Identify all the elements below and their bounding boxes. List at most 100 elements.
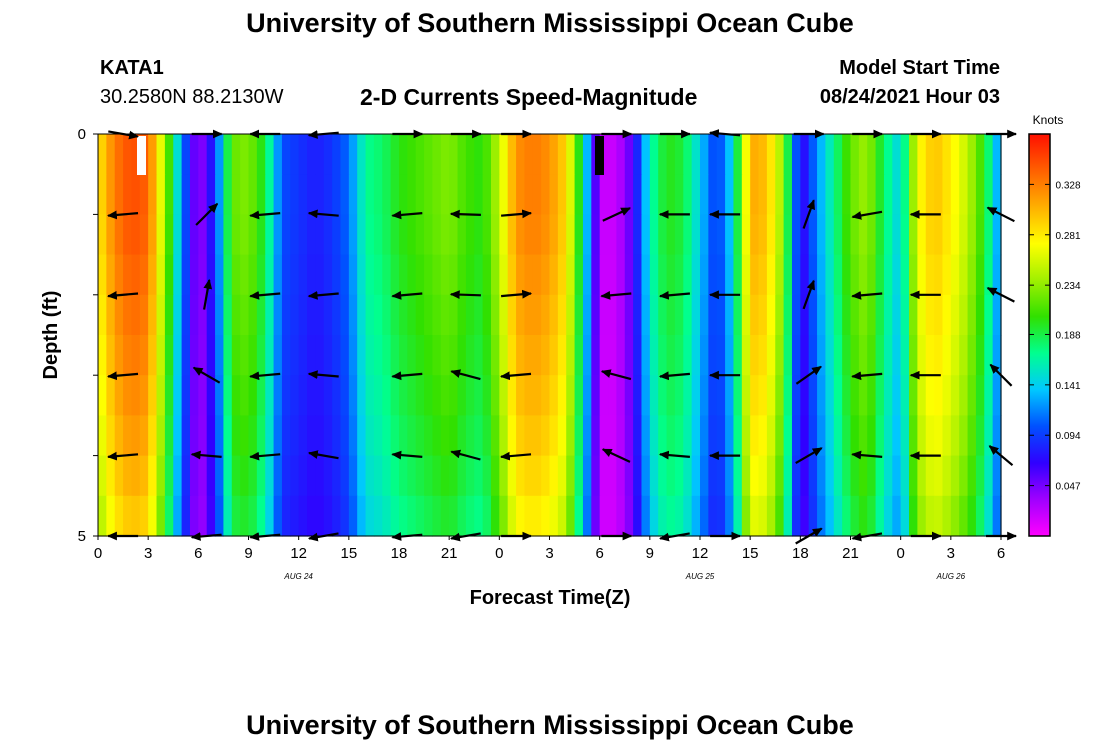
heatmap-cell: [674, 134, 684, 175]
x-tick-label: 6: [997, 545, 1005, 562]
heatmap-cell: [934, 455, 944, 497]
heatmap-cell: [315, 254, 325, 296]
heatmap-cell: [340, 174, 350, 215]
heatmap-cell: [808, 174, 818, 215]
heatmap-cell: [900, 495, 910, 537]
heatmap-cell: [909, 455, 918, 497]
heatmap-cell: [490, 455, 500, 497]
y-tick-label: 5: [78, 528, 86, 545]
heatmap-cell: [248, 375, 258, 416]
heatmap-cell: [967, 495, 977, 537]
heatmap-cell: [499, 415, 509, 457]
heatmap-cell: [256, 335, 266, 376]
heatmap-cell: [357, 214, 367, 256]
heatmap-cell: [131, 254, 141, 296]
heatmap-cell: [574, 214, 584, 256]
heatmap-cell: [524, 375, 534, 416]
heatmap-cell: [357, 134, 367, 175]
heatmap-cell: [315, 375, 325, 416]
current-vector: [802, 279, 815, 310]
heatmap-cell: [106, 495, 116, 537]
heatmap-cell: [231, 254, 241, 296]
heatmap-cell: [524, 134, 534, 175]
colorbar: Knots 0.328 0.281 0.234 0.188 0.141 0.094 0.04…: [1028, 113, 1081, 537]
heatmap-cell: [290, 375, 300, 416]
heatmap-cell: [850, 455, 860, 497]
heatmap-cell: [98, 415, 107, 457]
heatmap-cell: [256, 294, 266, 336]
heatmap-cell: [465, 375, 475, 416]
heatmap-cell: [440, 335, 450, 376]
heatmap-cell: [139, 174, 149, 215]
heatmap-cell: [507, 214, 517, 256]
heatmap-cell: [298, 415, 308, 457]
heatmap-cell: [440, 294, 450, 336]
heatmap-cell: [842, 254, 852, 296]
heatmap-cell: [474, 455, 484, 497]
heatmap-cell: [925, 495, 935, 537]
heatmap-cell: [173, 415, 183, 457]
heatmap-cell: [725, 335, 735, 376]
heatmap-cell: [700, 254, 709, 296]
heatmap-cell: [248, 214, 258, 256]
heatmap-cell: [365, 174, 375, 215]
heatmap-cell: [683, 455, 693, 497]
heatmap-cell: [206, 134, 216, 175]
heatmap-cell: [189, 294, 199, 336]
heatmap-cell: [942, 375, 952, 416]
heatmap-cell: [783, 294, 793, 336]
heatmap-cell: [666, 134, 676, 175]
heatmap-cell: [281, 134, 291, 175]
heatmap-cell: [432, 214, 442, 256]
heatmap-cell: [917, 375, 927, 416]
heatmap-cell: [223, 254, 233, 296]
heatmap-cell: [566, 415, 576, 457]
heatmap-cell: [181, 254, 191, 296]
heatmap-cell: [599, 174, 609, 215]
current-vector: [391, 450, 423, 460]
heatmap-cell: [198, 495, 208, 537]
heatmap-cell: [800, 455, 810, 497]
heatmap-cell: [842, 415, 852, 457]
heatmap-cell: [298, 134, 308, 175]
heatmap-cell: [206, 375, 216, 416]
heatmap-cell: [290, 134, 300, 175]
current-vector: [249, 371, 281, 381]
heatmap-cell: [725, 495, 735, 537]
heatmap-cell: [984, 495, 994, 537]
heatmap-cell: [925, 254, 935, 296]
heatmap-cell: [332, 415, 342, 457]
heatmap-cell: [399, 495, 408, 537]
heatmap-cell: [725, 254, 735, 296]
heatmap-cell: [332, 495, 342, 537]
colorbar-ramp: [1028, 133, 1051, 537]
heatmap-cell: [131, 455, 141, 497]
heatmap-cell: [591, 375, 601, 416]
heatmap-cell: [909, 174, 918, 215]
y-axis-label: Depth (ft): [40, 291, 62, 380]
heatmap-cell: [365, 375, 375, 416]
heatmap-cell: [206, 174, 216, 215]
current-vector: [600, 290, 632, 300]
heatmap-cell: [490, 134, 500, 175]
heatmap-cell: [633, 214, 643, 256]
heatmap-cell: [783, 174, 793, 215]
heatmap-cell: [942, 495, 952, 537]
heatmap-cell: [658, 455, 668, 497]
heatmap-cell: [399, 254, 408, 296]
heatmap-cell: [215, 495, 225, 537]
heatmap-cell: [382, 455, 392, 497]
heatmap-cell: [716, 214, 726, 256]
heatmap-cell: [733, 214, 743, 256]
heatmap-cell: [599, 134, 609, 175]
heatmap-cell: [842, 495, 852, 537]
x-tick-label: 0: [94, 545, 102, 562]
heatmap-cell: [608, 415, 617, 457]
heatmap-cell: [800, 294, 810, 336]
heatmap-cell: [357, 375, 367, 416]
heatmap-cell: [883, 174, 893, 215]
heatmap-cell: [624, 254, 634, 296]
heatmap-cell: [950, 495, 960, 537]
heatmap-cell: [181, 415, 191, 457]
